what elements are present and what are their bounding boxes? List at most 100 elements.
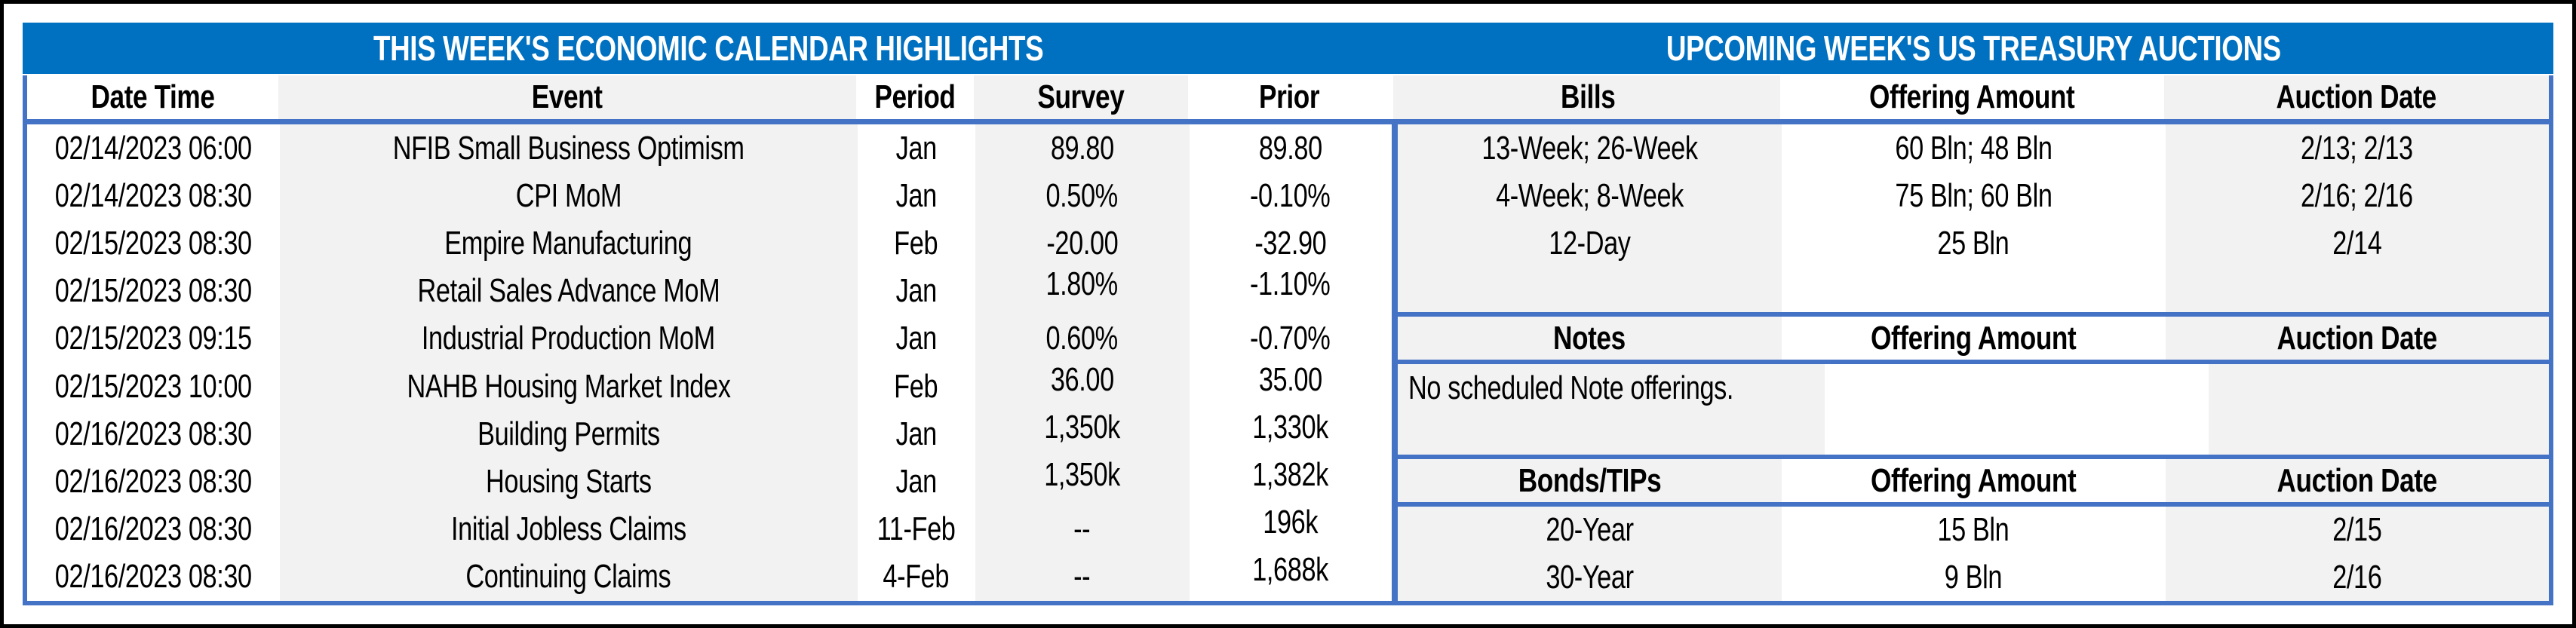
economic-calendar-title: THIS WEEK'S ECONOMIC CALENDAR HIGHLIGHTS xyxy=(23,23,1394,74)
calendar-cell-prior: 89.80 xyxy=(1258,129,1322,167)
calendar-cell-event: NAHB Housing Market Index xyxy=(407,367,731,405)
empty-cell xyxy=(1825,364,2209,455)
calendar-cell-period: Jan xyxy=(895,415,937,452)
calendar-cell-event: Continuing Claims xyxy=(465,558,671,596)
calendar-cell-date-time: 02/15/2023 08:30 xyxy=(54,225,252,262)
bills-cell: 4-Week; 8-Week xyxy=(1397,172,1782,219)
bills-cell: 2/16; 2/16 xyxy=(2165,172,2549,219)
economic-calendar-title-text: THIS WEEK'S ECONOMIC CALENDAR HIGHLIGHTS xyxy=(373,29,1044,68)
empty-cell xyxy=(2165,267,2549,312)
bonds-row: 20-Year 15 Bln 2/15 xyxy=(1397,507,2549,554)
section-border xyxy=(1397,455,2549,459)
treasury-auctions-title: UPCOMING WEEK'S US TREASURY AUCTIONS xyxy=(1394,23,2553,74)
bills-row: 4-Week; 8-Week 75 Bln; 60 Bln 2/16; 2/16 xyxy=(1397,172,2549,219)
calendar-cell-prior: 1,330k xyxy=(1252,408,1328,446)
column-header-row: Date Time Event Period Survey Prior Bill… xyxy=(27,75,2549,119)
notes-empty-message-cell: No scheduled Note offerings. xyxy=(1397,364,1825,455)
calendar-cell-date-time: 02/15/2023 09:15 xyxy=(54,320,252,357)
calendar-cell-event: Industrial Production MoM xyxy=(422,320,716,357)
calendar-column-survey: 89.80 0.50% -20.00 1.80% 0.60% 36.00 1,350k 1,3… xyxy=(975,124,1190,601)
section-border xyxy=(1397,360,2549,364)
calendar-cell-period: 11-Feb xyxy=(877,510,956,548)
calendar-cell-date-time: 02/16/2023 08:30 xyxy=(54,510,252,548)
header-notes-auction-date: Auction Date xyxy=(2165,317,2549,360)
bills-cell: 25 Bln xyxy=(1781,219,2166,267)
calendar-cell-survey: 0.60% xyxy=(1045,320,1119,357)
calendar-cell-period: 4-Feb xyxy=(883,558,950,596)
bonds-cell: 15 Bln xyxy=(1781,507,2166,554)
bills-row: 13-Week; 26-Week 60 Bln; 48 Bln 2/13; 2/13 xyxy=(1397,124,2549,172)
title-bar: THIS WEEK'S ECONOMIC CALENDAR HIGHLIGHTS… xyxy=(23,23,2553,75)
calendar-cell-survey: -20.00 xyxy=(1046,225,1119,262)
bills-rows: 13-Week; 26-Week 60 Bln; 48 Bln 2/13; 2/13… xyxy=(1397,124,2549,267)
bills-row: 12-Day 25 Bln 2/14 xyxy=(1397,219,2549,267)
calendar-cell-event: Housing Starts xyxy=(485,463,652,501)
bills-cell: 2/13; 2/13 xyxy=(2165,124,2549,172)
calendar-cell-prior: -32.90 xyxy=(1254,225,1327,262)
calendar-cell-survey: -- xyxy=(1073,510,1091,548)
notes-section: No scheduled Note offerings. xyxy=(1397,364,2549,455)
notes-header-row: Notes Offering Amount Auction Date xyxy=(1397,317,2549,360)
calendar-cell-date-time: 02/15/2023 08:30 xyxy=(54,272,252,310)
bills-cell: 12-Day xyxy=(1397,219,1782,267)
calendar-cell-period: Jan xyxy=(895,129,937,167)
header-bills-offering-amount: Offering Amount xyxy=(1780,75,2164,119)
empty-cell xyxy=(2209,364,2549,455)
bills-cell: 2/14 xyxy=(2165,219,2549,267)
bills-empty-row xyxy=(1397,267,2549,312)
calendar-cell-survey: 89.80 xyxy=(1050,129,1114,167)
calendar-cell-date-time: 02/14/2023 06:00 xyxy=(54,129,252,167)
bonds-cell: 30-Year xyxy=(1397,553,1782,601)
calendar-cell-event: Building Permits xyxy=(477,415,660,452)
calendar-column-period: Jan Jan Feb Jan Jan Feb Jan Jan 11-Feb 4-Feb xyxy=(857,124,975,601)
calendar-cell-survey: 0.50% xyxy=(1045,176,1119,214)
calendar-cell-period: Jan xyxy=(895,272,937,310)
calendar-cell-period: Jan xyxy=(895,176,937,214)
header-prior: Prior xyxy=(1188,75,1390,119)
header-event: Event xyxy=(278,75,856,119)
calendar-cell-survey: -- xyxy=(1073,558,1091,596)
header-survey: Survey xyxy=(974,75,1188,119)
table-body-frame: Date Time Event Period Survey Prior Bill… xyxy=(23,75,2553,605)
calendar-cell-prior: 1,688k xyxy=(1252,551,1328,589)
calendar-cell-event: NFIB Small Business Optimism xyxy=(392,129,745,167)
bills-cell: 13-Week; 26-Week xyxy=(1397,124,1782,172)
bonds-cell: 20-Year xyxy=(1397,507,1782,554)
empty-cell xyxy=(1781,267,2166,312)
header-bills: Bills xyxy=(1396,75,1780,119)
bonds-row: 30-Year 9 Bln 2/16 xyxy=(1397,553,2549,601)
calendar-cell-prior: -0.70% xyxy=(1250,320,1331,357)
bills-cell: 75 Bln; 60 Bln xyxy=(1781,172,2166,219)
header-bonds-auction-date: Auction Date xyxy=(2165,459,2549,502)
bonds-section: 20-Year 15 Bln 2/15 30-Year 9 Bln 2/16 xyxy=(1397,507,2549,601)
notes-empty-message: No scheduled Note offerings. xyxy=(1408,369,1733,406)
header-notes-offering-amount: Offering Amount xyxy=(1781,317,2166,360)
calendar-cell-prior: 35.00 xyxy=(1258,360,1322,398)
calendar-cell-date-time: 02/15/2023 10:00 xyxy=(54,367,252,405)
calendar-cell-prior: -1.10% xyxy=(1250,265,1331,303)
calendar-cell-event: CPI MoM xyxy=(515,176,622,214)
calendar-cell-period: Jan xyxy=(895,320,937,357)
calendar-column-date-time: 02/14/2023 06:00 02/14/2023 08:30 02/15/20… xyxy=(27,124,280,601)
header-period: Period xyxy=(856,75,974,119)
calendar-cell-survey: 36.00 xyxy=(1050,360,1114,398)
calendar-cell-date-time: 02/16/2023 08:30 xyxy=(54,463,252,501)
empty-cell xyxy=(1397,267,1782,312)
calendar-column-prior: 89.80 -0.10% -32.90 -1.10% -0.70% 35.00 1,330k… xyxy=(1189,124,1392,601)
header-notes: Notes xyxy=(1397,317,1782,360)
header-bills-auction-date: Auction Date xyxy=(2164,75,2549,119)
calendar-cell-event: Initial Jobless Claims xyxy=(450,510,686,548)
header-underline xyxy=(27,119,2549,124)
calendar-cell-date-time: 02/16/2023 08:30 xyxy=(54,558,252,596)
calendar-cell-period: Jan xyxy=(895,463,937,501)
report-table: THIS WEEK'S ECONOMIC CALENDAR HIGHLIGHTS… xyxy=(23,23,2553,609)
bills-cell: 60 Bln; 48 Bln xyxy=(1781,124,2166,172)
calendar-cell-period: Feb xyxy=(894,225,938,262)
bonds-cell: 2/16 xyxy=(2165,553,2549,601)
auctions-table: 13-Week; 26-Week 60 Bln; 48 Bln 2/13; 2/13… xyxy=(1397,124,2549,601)
calendar-cell-period: Feb xyxy=(894,367,938,405)
calendar-cell-prior: -0.10% xyxy=(1250,176,1331,214)
bonds-cell: 2/15 xyxy=(2165,507,2549,554)
calendar-cell-date-time: 02/16/2023 08:30 xyxy=(54,415,252,452)
header-bonds-offering-amount: Offering Amount xyxy=(1781,459,2166,502)
